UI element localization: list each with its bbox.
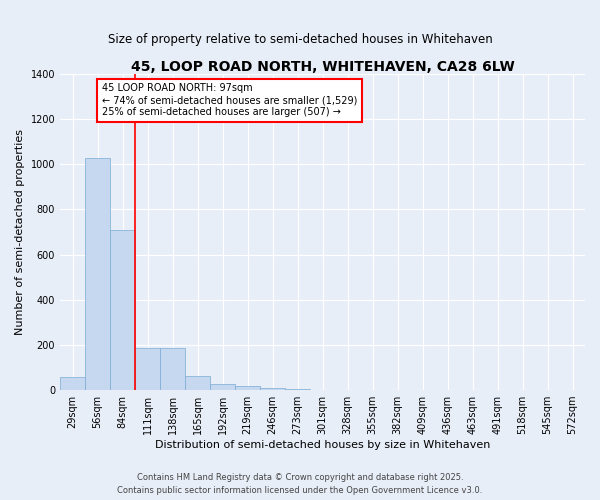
Bar <box>210 384 235 390</box>
Bar <box>160 348 185 390</box>
Title: 45, LOOP ROAD NORTH, WHITEHAVEN, CA28 6LW: 45, LOOP ROAD NORTH, WHITEHAVEN, CA28 6L… <box>131 60 514 74</box>
Y-axis label: Number of semi-detached properties: Number of semi-detached properties <box>15 129 25 335</box>
Text: 45 LOOP ROAD NORTH: 97sqm
← 74% of semi-detached houses are smaller (1,529)
25% : 45 LOOP ROAD NORTH: 97sqm ← 74% of semi-… <box>102 84 358 116</box>
Bar <box>235 386 260 390</box>
Text: Size of property relative to semi-detached houses in Whitehaven: Size of property relative to semi-detach… <box>107 32 493 46</box>
Bar <box>185 376 210 390</box>
Bar <box>85 158 110 390</box>
Text: Contains HM Land Registry data © Crown copyright and database right 2025.
Contai: Contains HM Land Registry data © Crown c… <box>118 474 482 495</box>
Bar <box>285 389 310 390</box>
X-axis label: Distribution of semi-detached houses by size in Whitehaven: Distribution of semi-detached houses by … <box>155 440 490 450</box>
Bar <box>260 388 285 390</box>
Bar <box>60 377 85 390</box>
Bar <box>110 230 135 390</box>
Bar <box>135 348 160 390</box>
